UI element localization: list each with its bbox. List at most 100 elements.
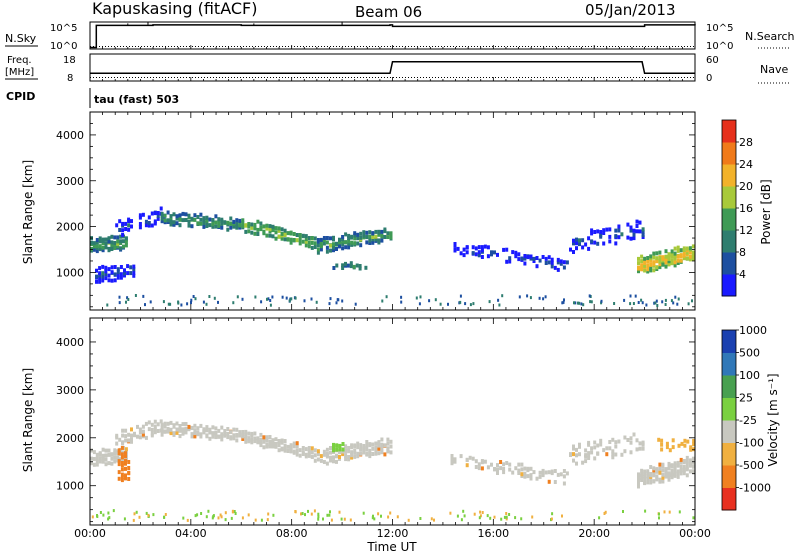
heatmap-cell [107,236,111,241]
heatmap-cell [587,453,591,458]
heatmap-cell [281,295,284,299]
heatmap-cell [377,512,380,516]
heatmap-cell [121,221,125,226]
heatmap-cell [104,453,108,458]
heatmap-cell [430,517,433,521]
heatmap-cell [450,457,454,462]
heatmap-cell [572,241,575,246]
heatmap-cell [373,517,376,521]
heatmap-cell [124,227,128,231]
heatmap-cell [319,454,323,459]
heatmap-cell [202,427,206,432]
heatmap-cell [584,453,588,458]
heatmap-cell [163,424,167,429]
heatmap-cell [518,295,521,299]
heatmap-cell [338,244,341,249]
heatmap-cell [220,225,224,230]
heatmap-cell [268,227,272,232]
heatmap-cell [124,466,127,471]
heatmap-cell [453,247,457,252]
heatmap-cell [316,238,320,242]
heatmap-cell [98,456,102,461]
heatmap-cell [581,460,585,465]
heatmap-cell [626,438,630,442]
power-colorbar-segment [722,164,736,187]
heatmap-cell [499,460,503,464]
heatmap-cell [419,295,422,299]
heatmap-cell [277,234,281,239]
heatmap-cell [667,252,671,257]
heatmap-cell [688,254,692,259]
heatmap-cell [654,301,657,305]
heatmap-cell [371,240,375,245]
heatmap-cell [138,222,142,226]
heatmap-cell [502,467,506,471]
heatmap-cell [640,476,644,481]
heatmap-cell [322,460,326,464]
heatmap-cell [622,510,624,513]
heatmap-cell [576,301,579,305]
nsearch-bottom-tick: 10^0 [706,41,733,52]
heatmap-cell [138,515,141,519]
heatmap-cell [101,264,105,269]
heatmap-cell [269,303,272,307]
heatmap-cell [319,242,323,247]
power-colorbar-segment [722,230,736,253]
heatmap-cell [640,263,644,268]
heatmap-cell [632,228,636,233]
heatmap-cell [598,516,601,520]
heatmap-cell [301,446,305,450]
heatmap-cell [508,467,512,472]
heatmap-cell [259,441,263,446]
heatmap-cell [230,516,233,520]
velocity-colorbar-segment [722,465,736,488]
heatmap-cell [338,455,341,459]
heatmap-cell [202,218,206,223]
x-tick-label: 04:00 [175,527,207,540]
heatmap-cell [347,449,351,454]
heatmap-cell [232,433,236,438]
heatmap-cell [587,246,591,251]
heatmap-cell [118,228,122,232]
heatmap-cell [673,467,677,472]
heatmap-cell [652,479,656,484]
heatmap-cell [617,228,621,233]
heatmap-cell [207,509,210,513]
heatmap-cell [581,245,585,250]
heatmap-cell [462,247,466,252]
heatmap-cell [193,217,197,222]
nave-label: Nave [760,63,788,76]
heatmap-cell [104,276,108,281]
heatmap-cell [95,452,99,457]
heatmap-cell [268,233,272,238]
heatmap-cell [141,424,145,429]
heatmap-cell [247,513,250,517]
heatmap-cell [338,443,342,448]
heatmap-cell [214,224,218,229]
heatmap-cell [132,518,135,522]
heatmap-cell [205,224,209,228]
heatmap-cell [313,236,317,241]
velocity-colorbar-segment [722,397,736,421]
heatmap-cell [660,438,664,443]
heatmap-cell [356,454,360,459]
heatmap-cell [670,475,674,480]
heatmap-cell [98,247,102,252]
heatmap-cell [569,452,572,457]
heatmap-cell [124,243,128,248]
heatmap-cell [600,299,603,303]
heatmap-cell [493,250,496,255]
heatmap-cell [661,255,665,260]
heatmap-cell [550,469,554,474]
heatmap-cell [389,450,393,455]
heatmap-cell [211,431,215,436]
heatmap-cell [353,448,357,453]
heatmap-cell [156,429,160,433]
heatmap-cell [562,265,566,270]
heatmap-cell [129,265,133,270]
heatmap-cell [238,223,242,228]
heatmap-cell [469,303,472,307]
heatmap-cell [359,443,363,448]
heatmap-cell [449,511,452,515]
power-colorbar-tick-label: 8 [739,246,746,259]
